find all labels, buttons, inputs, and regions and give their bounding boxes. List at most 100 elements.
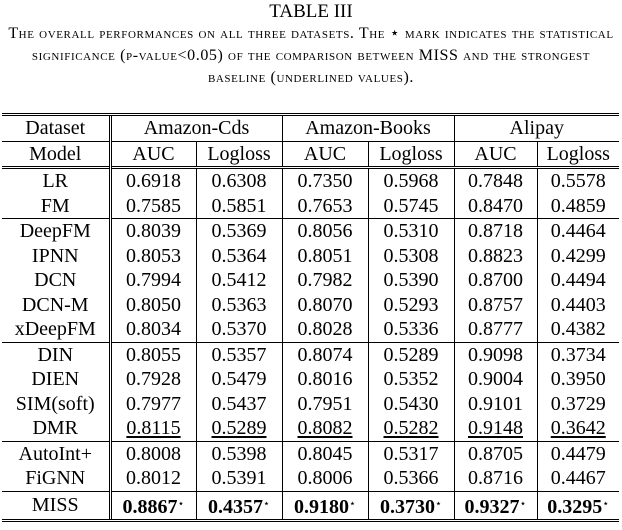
header-row-datasets: Dataset Amazon-Cds Amazon-Books Alipay: [2, 113, 619, 141]
significance-star: ⋆: [263, 497, 270, 510]
metric-value: 0.5364: [195, 243, 282, 268]
metric-value: 0.8705: [453, 440, 537, 466]
value-text: 0.8705: [468, 442, 523, 465]
value-text: 0.5437: [211, 392, 267, 415]
metric-value: 0.8012: [108, 466, 196, 491]
table-row: MISS 0.8867⋆ 0.4357⋆ 0.9180⋆ 0.3730⋆ 0.9327⋆ 0…: [2, 490, 619, 522]
value-text: 0.5310: [383, 220, 439, 243]
table-row: DCN-M 0.8050 0.5363 0.8070 0.5293 0.8757 0.440…: [2, 292, 619, 317]
metric-value: 0.4494: [536, 268, 619, 293]
metric-value: 0.9098: [453, 341, 537, 367]
metric-value: 0.8082: [281, 416, 368, 441]
model-name: LR: [2, 166, 110, 194]
metric-value: 0.4382: [536, 317, 619, 342]
value-text: 0.4464: [550, 220, 606, 243]
metric-value: 0.5308: [367, 243, 454, 268]
metric-value: 0.5336: [367, 317, 454, 342]
value-text: 0.8055: [126, 343, 181, 366]
metric-value: 0.8045: [281, 440, 368, 466]
metric-value: 0.8016: [281, 367, 368, 392]
value-text: 0.8028: [297, 318, 353, 341]
metric-value: 0.8823: [453, 243, 537, 268]
metric-value: 0.9327⋆: [453, 490, 537, 522]
value-text: 0.5412: [211, 269, 267, 292]
metric-value: 0.9148: [453, 416, 537, 441]
value-text: 0.8718: [468, 220, 523, 243]
value-text: 0.4859: [550, 194, 606, 217]
metric-header: AUC: [453, 140, 537, 168]
table-row: DMR 0.8115 0.5289 0.8082 0.5282 0.9148 0.3642: [2, 416, 619, 441]
metric-value: 0.9101: [453, 391, 537, 416]
value-text: 0.8016: [297, 368, 353, 391]
table-row: DIEN 0.7928 0.5479 0.8016 0.5352 0.9004 0.3950: [2, 367, 619, 392]
metric-value: 0.8700: [453, 268, 537, 293]
metric-header: AUC: [108, 140, 196, 168]
value-text: 0.8700: [468, 269, 523, 292]
value-text: 0.8082: [297, 417, 353, 440]
significance-star: ⋆: [349, 497, 356, 510]
value-text: 0.4382: [550, 318, 606, 341]
header-row-metrics: Model AUC Logloss AUC Logloss AUC Loglos…: [2, 140, 619, 168]
value-text: 0.5357: [211, 343, 267, 366]
metric-value: 0.7350: [281, 166, 368, 194]
metric-value: 0.8008: [108, 440, 196, 466]
value-text: 0.5289: [211, 417, 267, 440]
value-text: 0.5363: [211, 293, 267, 316]
value-text: 0.5352: [383, 368, 439, 391]
metric-value: 0.6308: [195, 166, 282, 194]
metric-value: 0.5293: [367, 292, 454, 317]
value-text: 0.3642: [550, 417, 606, 440]
value-text: 0.5578: [550, 170, 606, 193]
value-text: 0.5479: [211, 368, 267, 391]
metric-header: Logloss: [367, 140, 454, 168]
model-name: DIN: [2, 341, 110, 367]
dataset-name: Amazon-Books: [281, 113, 454, 141]
metric-header: Logloss: [536, 140, 619, 168]
table-row: DIN 0.8055 0.5357 0.8074 0.5289 0.9098 0.3734: [2, 341, 619, 367]
value-text: 0.5745: [383, 194, 439, 217]
value-text: 0.7848: [468, 170, 523, 193]
table-row: FM 0.7585 0.5851 0.7653 0.5745 0.8470 0.4859: [2, 193, 619, 219]
metric-value: 0.8050: [108, 292, 196, 317]
metric-value: 0.5578: [536, 166, 619, 194]
metric-value: 0.8757: [453, 292, 537, 317]
table-row: SIM(soft) 0.7977 0.5437 0.7951 0.5430 0.9101 0…: [2, 391, 619, 416]
metric-value: 0.8470: [453, 193, 537, 219]
metric-value: 0.5282: [367, 416, 454, 441]
metric-value: 0.8115: [108, 416, 196, 441]
metric-value: 0.4464: [536, 218, 619, 244]
value-text: 0.8074: [297, 343, 353, 366]
model-name: DeepFM: [2, 218, 110, 244]
metric-value: 0.7951: [281, 391, 368, 416]
value-text: 0.8470: [468, 194, 523, 217]
metric-value: 0.5369: [195, 218, 282, 244]
metric-header: AUC: [281, 140, 368, 168]
metric-value: 0.8053: [108, 243, 196, 268]
metric-value: 0.5745: [367, 193, 454, 219]
value-text: 0.3734: [550, 343, 606, 366]
value-text: 0.8045: [297, 442, 353, 465]
value-text: 0.4479: [550, 442, 606, 465]
metric-value: 0.4357⋆: [195, 490, 282, 522]
value-text: 0.3729: [550, 392, 606, 415]
value-text: 0.4299: [550, 244, 606, 267]
value-text: 0.5390: [383, 269, 439, 292]
metric-value: 0.8055: [108, 341, 196, 367]
model-name: DIEN: [31, 368, 80, 391]
value-text: 0.4403: [550, 293, 606, 316]
table-row: AutoInt+ 0.8008 0.5398 0.8045 0.5317 0.8705 0.…: [2, 440, 619, 466]
table-caption: TABLE III The overall performances on al…: [0, 0, 622, 89]
metric-value: 0.5366: [367, 466, 454, 491]
metric-value: 0.8056: [281, 218, 368, 244]
metric-value: 0.8028: [281, 317, 368, 342]
metric-value: 0.4859: [536, 193, 619, 219]
value-text: 0.3295: [547, 495, 603, 518]
metric-value: 0.4299: [536, 243, 619, 268]
significance-star: ⋆: [602, 497, 610, 510]
value-text: 0.8070: [297, 293, 353, 316]
significance-star: ⋆: [177, 497, 185, 510]
model-name: DCN: [34, 269, 77, 292]
table-row: DCN 0.7994 0.5412 0.7982 0.5390 0.8700 0.4494: [2, 268, 619, 293]
model-name: SIM(soft): [15, 392, 95, 415]
value-text: 0.5430: [383, 392, 439, 415]
